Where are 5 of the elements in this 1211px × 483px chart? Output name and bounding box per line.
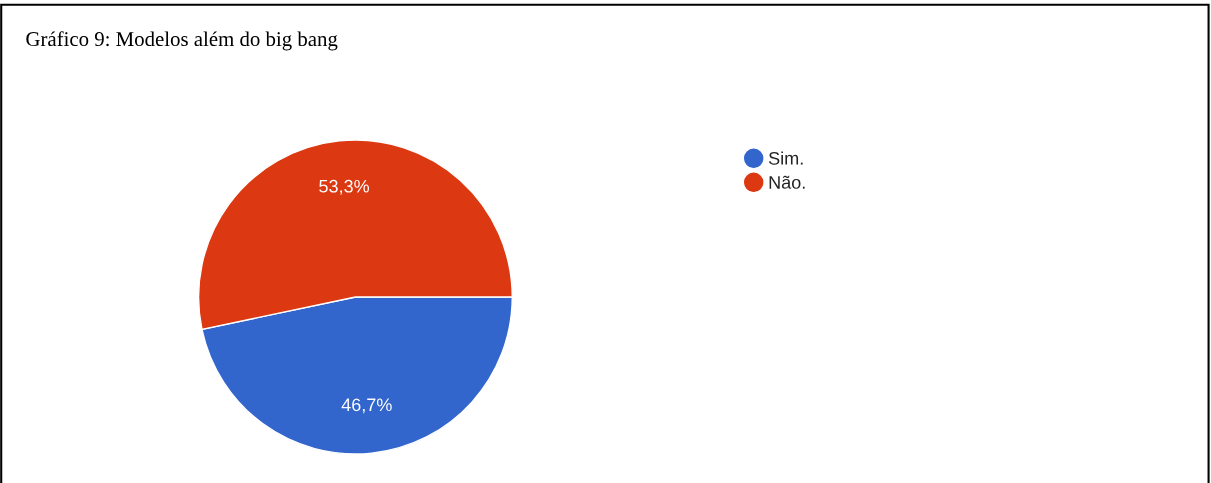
data-label: 53,3%: [319, 179, 370, 195]
legend-label: Não.: [769, 175, 805, 189]
legend-label: Sim.: [768, 151, 803, 165]
chart-title: Gráfico 9: Modelos além do big bang: [26, 31, 338, 51]
data-label: 46,7%: [341, 398, 392, 414]
